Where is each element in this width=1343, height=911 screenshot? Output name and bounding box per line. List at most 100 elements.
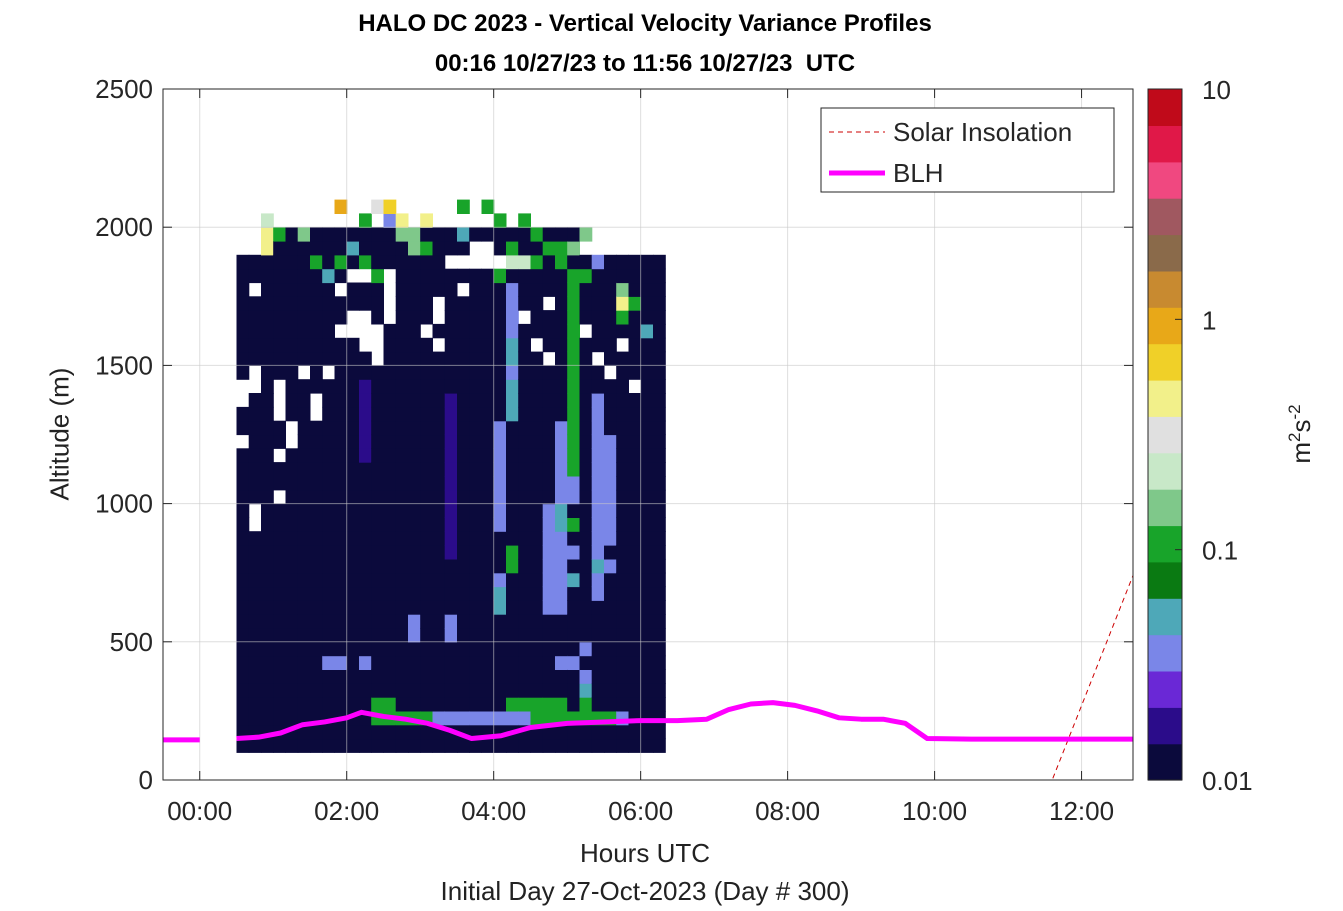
heatmap-cell (555, 503, 568, 518)
heatmap-cell (506, 434, 519, 449)
heatmap-cell (322, 489, 335, 505)
heatmap-cell (481, 628, 495, 643)
heatmap-cell (579, 655, 593, 670)
heatmap-cell (518, 531, 531, 546)
heatmap-cell (334, 406, 348, 422)
heatmap-cell (640, 517, 654, 532)
heatmap-cell (383, 448, 397, 463)
heatmap-cell (579, 254, 593, 270)
heatmap-cell (604, 628, 617, 643)
heatmap-cell (432, 282, 446, 297)
heatmap-cell (261, 517, 274, 532)
heatmap-cell (444, 489, 458, 505)
heatmap-cell (591, 268, 605, 284)
heatmap-cell (383, 241, 397, 256)
heatmap-cell (469, 489, 482, 505)
heatmap-cell (261, 503, 274, 518)
heatmap-cell (408, 406, 421, 422)
heatmap-cell (542, 600, 556, 615)
heatmap-cell (518, 476, 531, 491)
heatmap-cell (346, 365, 360, 380)
heatmap-cell (310, 572, 323, 588)
heatmap-cell (273, 323, 286, 339)
heatmap-cell (334, 586, 348, 601)
heatmap-cell (457, 669, 470, 684)
heatmap-cell (640, 697, 654, 712)
heatmap-cell (469, 476, 482, 491)
heatmap-cell (408, 738, 421, 753)
heatmap-cell (395, 600, 409, 615)
heatmap-cell (371, 628, 384, 643)
heatmap-cell (653, 683, 666, 698)
heatmap-cell (236, 282, 250, 297)
heatmap-cell (604, 351, 617, 366)
heatmap-cell (493, 558, 507, 574)
heatmap-cell (493, 669, 507, 684)
heatmap-cell (628, 489, 642, 505)
heatmap-cell (457, 393, 470, 408)
heatmap-cell (395, 323, 409, 339)
heatmap-cell (518, 462, 531, 477)
heatmap-cell (628, 296, 642, 311)
heatmap-cell (395, 434, 409, 449)
heatmap-cell (432, 476, 446, 491)
heatmap-cell (506, 710, 519, 726)
heatmap-cell (408, 669, 421, 684)
heatmap-cell (555, 586, 568, 601)
heatmap-cell (371, 379, 384, 394)
heatmap-cell (653, 558, 666, 574)
heatmap-cell (395, 724, 409, 740)
heatmap-cell (640, 420, 654, 436)
heatmap-cell (285, 337, 299, 353)
heatmap-cell (481, 572, 495, 588)
heatmap-cell (493, 738, 507, 753)
heatmap-cell (518, 545, 531, 560)
heatmap-cell (542, 420, 556, 436)
heatmap-cell (334, 738, 348, 753)
heatmap-cell (248, 323, 262, 339)
heatmap-cell (616, 558, 629, 574)
heatmap-cell (408, 434, 421, 449)
heatmap-cell (371, 448, 384, 463)
heatmap-cell (408, 697, 421, 712)
heatmap-cell (346, 517, 360, 532)
heatmap-cell (493, 310, 507, 325)
heatmap-cell (530, 282, 544, 297)
heatmap-cell (469, 572, 482, 588)
heatmap-cell (444, 697, 458, 712)
heatmap-cell (322, 697, 335, 712)
heatmap-cell (555, 531, 568, 546)
heatmap-cell (457, 517, 470, 532)
heatmap-cell (248, 655, 262, 670)
heatmap-cell (297, 476, 311, 491)
y-tick-label: 1500 (95, 350, 153, 380)
heatmap-cell (395, 738, 409, 753)
heatmap-cell (236, 337, 250, 353)
heatmap-cell (555, 545, 568, 560)
heatmap-cell (604, 572, 617, 588)
heatmap-cell (285, 379, 299, 394)
heatmap-cell (604, 489, 617, 505)
colorbar-segment (1148, 379, 1182, 417)
heatmap-cell (420, 600, 433, 615)
heatmap-cell (395, 351, 409, 366)
heatmap-cell (420, 531, 433, 546)
heatmap-cell (604, 558, 617, 574)
heatmap-cell (567, 420, 580, 436)
heatmap-cell (457, 697, 470, 712)
heatmap-cell (506, 517, 519, 532)
heatmap-cell (310, 268, 323, 284)
heatmap-cell (640, 310, 654, 325)
heatmap-cell (506, 379, 519, 394)
heatmap-cell (408, 365, 421, 380)
heatmap-cell (481, 462, 495, 477)
heatmap-cell (371, 614, 384, 629)
heatmap-cell (640, 545, 654, 560)
heatmap-cell (542, 462, 556, 477)
heatmap-cell (604, 323, 617, 339)
heatmap-cell (310, 241, 323, 256)
heatmap-cell (236, 614, 250, 629)
heatmap-cell (567, 365, 580, 380)
heatmap-cell (383, 420, 397, 436)
heatmap-cell (469, 393, 482, 408)
